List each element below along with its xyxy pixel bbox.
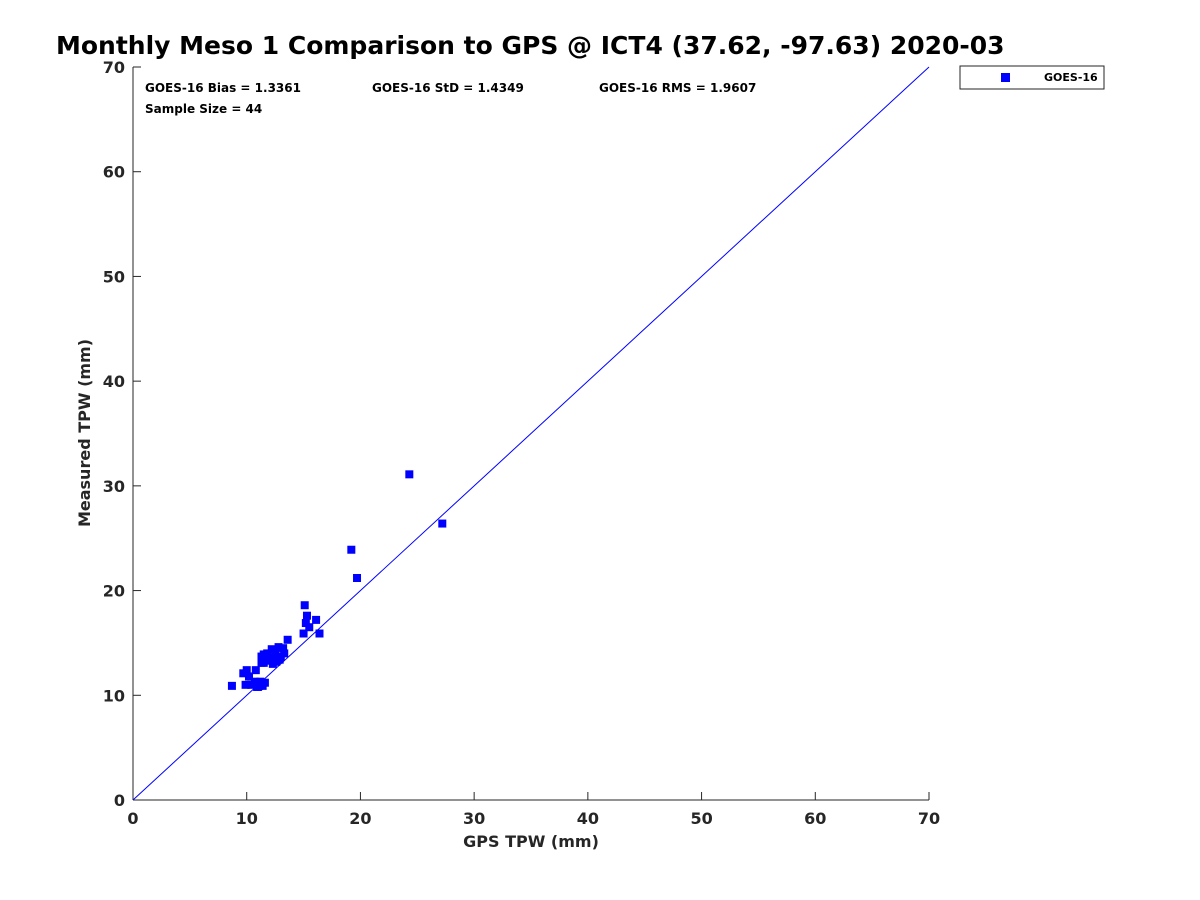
chart-title: Monthly Meso 1 Comparison to GPS @ ICT4 … bbox=[56, 31, 1005, 60]
data-point bbox=[353, 574, 362, 583]
data-point bbox=[271, 650, 280, 659]
x-tick-label: 40 bbox=[577, 809, 599, 828]
data-point bbox=[405, 470, 414, 479]
one-to-one-line bbox=[132, 66, 930, 801]
data-point bbox=[438, 519, 447, 528]
legend-box bbox=[959, 65, 1105, 90]
x-tick-label: 0 bbox=[127, 809, 138, 828]
y-tick-label: 50 bbox=[103, 267, 125, 286]
legend: GOES-16 bbox=[959, 65, 1105, 90]
y-tick-label: 20 bbox=[103, 582, 125, 601]
x-tick-label: 60 bbox=[804, 809, 826, 828]
x-tick-label: 70 bbox=[918, 809, 940, 828]
y-axis-label: Measured TPW (mm) bbox=[75, 339, 94, 527]
legend-marker-goes16 bbox=[1001, 73, 1010, 82]
data-point bbox=[263, 649, 272, 658]
y-tick-label: 0 bbox=[114, 791, 125, 810]
data-point bbox=[283, 635, 292, 644]
data-point bbox=[274, 643, 283, 652]
data-point bbox=[259, 658, 268, 667]
bias-annotation: GOES-16 Bias = 1.3361 bbox=[145, 81, 301, 95]
legend-label-goes16: GOES-16 bbox=[1044, 71, 1098, 84]
data-point bbox=[305, 623, 314, 632]
data-point bbox=[260, 678, 269, 687]
std-annotation: GOES-16 StD = 1.4349 bbox=[372, 81, 524, 95]
data-point bbox=[280, 649, 289, 658]
y-tick-label: 70 bbox=[103, 58, 125, 77]
data-point bbox=[279, 644, 288, 653]
data-point bbox=[251, 666, 260, 675]
data-point bbox=[266, 653, 275, 662]
x-tick-label: 30 bbox=[463, 809, 485, 828]
y-tick-label: 30 bbox=[103, 477, 125, 496]
data-points bbox=[227, 470, 447, 691]
data-point bbox=[254, 682, 263, 691]
data-point bbox=[267, 645, 276, 654]
y-tick-label: 40 bbox=[103, 372, 125, 391]
data-point bbox=[299, 629, 308, 638]
data-point bbox=[312, 615, 321, 624]
x-tick-label: 20 bbox=[349, 809, 371, 828]
rms-annotation: GOES-16 RMS = 1.9607 bbox=[599, 81, 756, 95]
x-tick-label: 50 bbox=[690, 809, 712, 828]
data-point bbox=[242, 666, 251, 675]
data-point bbox=[302, 611, 311, 620]
x-axis-label: GPS TPW (mm) bbox=[463, 832, 599, 851]
data-point bbox=[227, 681, 236, 690]
data-point bbox=[241, 680, 250, 689]
data-point bbox=[301, 619, 310, 628]
data-point bbox=[315, 629, 324, 638]
data-point bbox=[347, 545, 356, 554]
x-tick-label: 10 bbox=[236, 809, 258, 828]
sample-size-annotation: Sample Size = 44 bbox=[145, 102, 262, 116]
data-point bbox=[244, 672, 253, 681]
y-tick-label: 10 bbox=[103, 686, 125, 705]
data-point bbox=[300, 601, 309, 610]
y-tick-label: 60 bbox=[103, 163, 125, 182]
data-point bbox=[256, 677, 265, 686]
axes: 0 10 20 30 40 50 60 70 0 10 20 30 40 50 60 70 bbox=[103, 58, 940, 828]
